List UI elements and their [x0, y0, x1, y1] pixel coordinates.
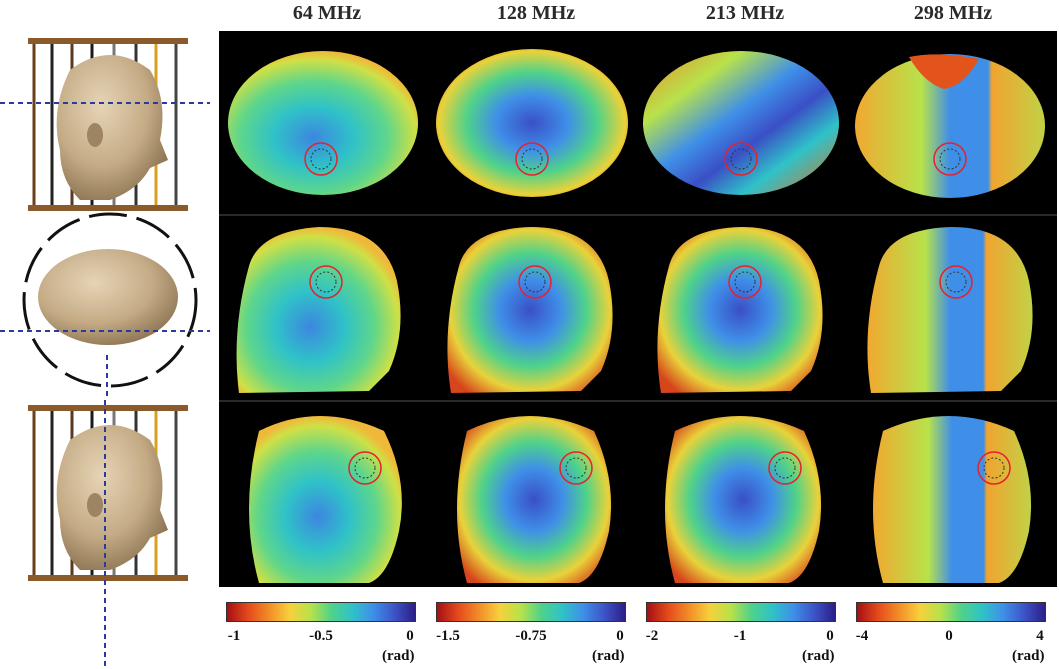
coronal-slice-64: [249, 416, 402, 583]
axial-slice-64: [228, 51, 418, 195]
colorbar-213: [646, 602, 836, 622]
tick-label: -1: [227, 628, 241, 644]
colorbar-128: [436, 602, 626, 622]
tick-label: 0: [406, 628, 414, 644]
colorbar-64: [226, 602, 416, 622]
coil-head-illustrations: [0, 38, 210, 669]
tick-label: 0: [616, 628, 624, 644]
coronal-slice-213: [665, 416, 822, 583]
coronal-slice-298: [873, 416, 1032, 583]
tick-label: -4: [855, 628, 869, 644]
column-title-64: 64 MHz: [292, 2, 362, 24]
head-side-view-icon: [0, 38, 210, 211]
tick-label: -2: [645, 628, 659, 644]
unit-label: (rad): [382, 648, 415, 664]
sagittal-slice-213: [657, 227, 823, 393]
tick-label: -1.5: [436, 628, 460, 644]
sagittal-slice-298: [867, 227, 1033, 393]
tick-label: -0.75: [515, 628, 547, 644]
tick-label: 0: [826, 628, 834, 644]
tick-label: -1: [733, 628, 747, 644]
column-title-298: 298 MHz: [913, 2, 993, 24]
head-top-view-icon: [0, 212, 210, 400]
axial-slice-128: [436, 49, 628, 197]
head-side-view-icon: [28, 400, 188, 669]
phase-map-grid: [219, 31, 1057, 587]
unit-label: (rad): [1012, 648, 1045, 664]
unit-label: (rad): [592, 648, 625, 664]
column-title-128: 128 MHz: [496, 2, 576, 24]
coronal-slice-128: [457, 416, 612, 583]
axial-slice-298: [855, 54, 1045, 198]
colorbar-298: [856, 602, 1046, 622]
unit-label: (rad): [802, 648, 835, 664]
column-title-213: 213 MHz: [705, 2, 785, 24]
tick-label: -0.5: [309, 628, 333, 644]
sagittal-slice-128: [447, 227, 613, 393]
axial-slice-213: [643, 51, 839, 195]
sagittal-slice-64: [236, 227, 401, 393]
tick-label: 4: [1036, 628, 1044, 644]
tick-label: 0: [945, 628, 953, 644]
